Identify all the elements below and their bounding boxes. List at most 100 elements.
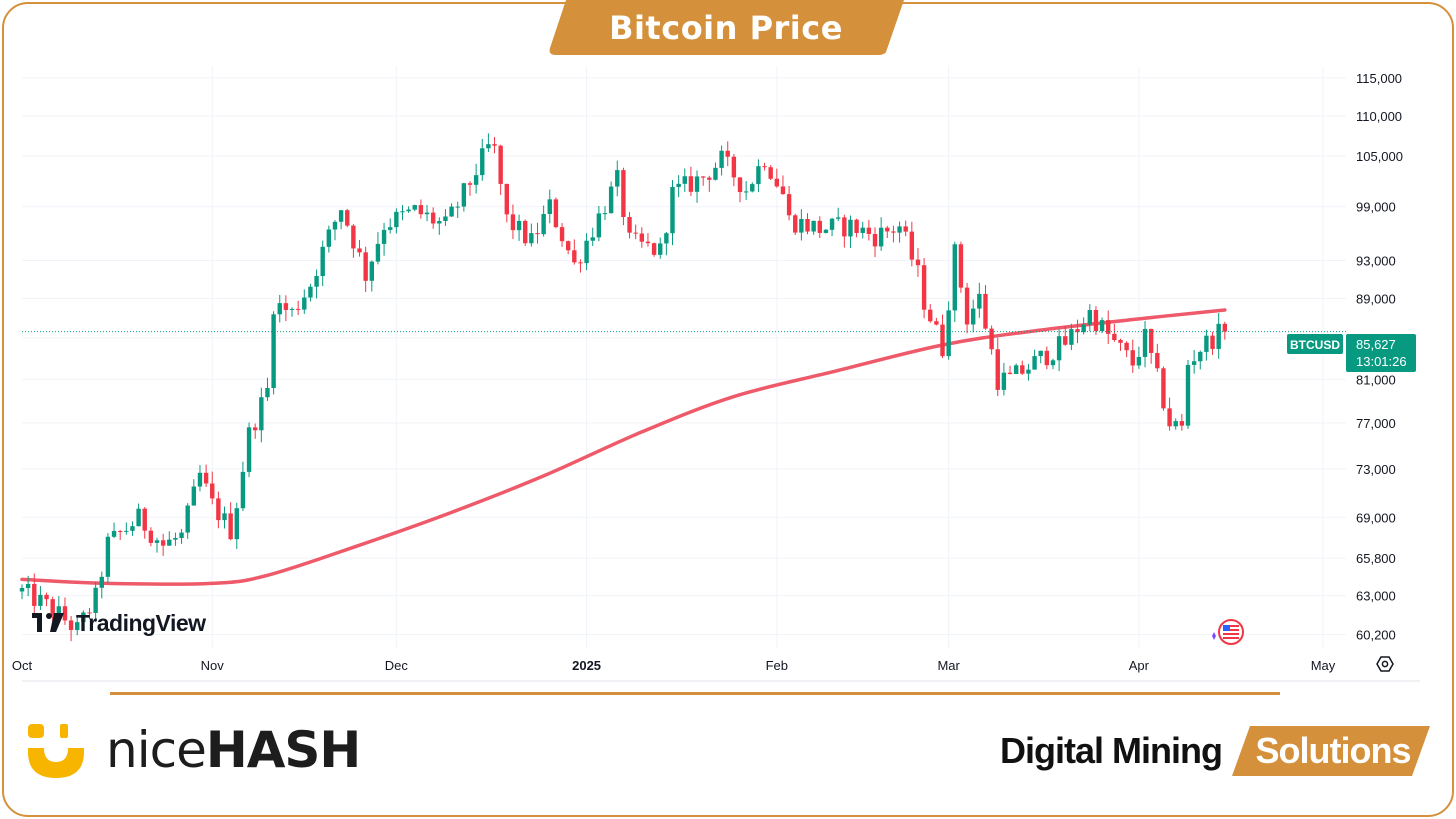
candle — [1032, 349, 1037, 370]
candle — [117, 529, 123, 541]
candle — [940, 314, 945, 359]
candle — [443, 209, 448, 226]
candle — [989, 325, 994, 355]
candle — [1222, 321, 1228, 340]
candle — [185, 503, 190, 539]
candle — [1093, 306, 1099, 335]
candle — [320, 240, 325, 287]
candle — [731, 154, 737, 187]
candle — [412, 204, 417, 212]
candle — [1106, 310, 1111, 344]
symbol-tag — [1287, 334, 1343, 354]
moving-average-layer — [20, 308, 1227, 586]
candle — [615, 160, 620, 197]
candle — [210, 471, 215, 505]
candle — [780, 175, 786, 195]
gear-icon[interactable] — [1376, 656, 1394, 672]
x-tick-label: Dec — [385, 658, 409, 673]
candle — [510, 204, 516, 239]
candle — [492, 136, 497, 154]
candle — [326, 225, 332, 253]
candle — [265, 377, 270, 401]
candle — [750, 182, 755, 193]
candle — [934, 317, 939, 326]
candle — [1087, 304, 1093, 332]
candle — [891, 225, 896, 243]
y-tick-label: 93,000 — [1356, 254, 1396, 269]
candle — [878, 217, 884, 251]
candle — [252, 423, 258, 439]
candle — [590, 227, 595, 247]
candle — [676, 175, 681, 198]
candle — [222, 506, 227, 529]
candle — [357, 240, 362, 257]
candle — [535, 222, 540, 244]
candle — [75, 617, 80, 636]
candle — [762, 162, 767, 171]
x-tick-label: Nov — [201, 658, 225, 673]
candle — [523, 219, 528, 246]
candle — [314, 269, 319, 299]
candle — [670, 179, 675, 246]
candle — [860, 221, 865, 239]
candle — [682, 168, 687, 192]
x-tick-label: Apr — [1129, 658, 1150, 673]
candle — [62, 597, 68, 625]
candle — [602, 206, 608, 221]
candle — [160, 533, 166, 556]
x-tick-label: Feb — [766, 658, 788, 673]
moving-average-line — [20, 308, 1227, 586]
candle — [1081, 317, 1086, 335]
candle — [1056, 329, 1062, 372]
candle — [308, 283, 313, 302]
candle — [93, 582, 98, 623]
candle — [584, 233, 589, 271]
candle — [1185, 359, 1191, 429]
candle — [1191, 350, 1197, 374]
candle — [406, 206, 411, 213]
candle — [437, 217, 442, 235]
candle — [289, 307, 295, 317]
tagline-badge-label: Solutions — [1255, 730, 1412, 771]
candle — [774, 168, 780, 188]
candle — [909, 221, 915, 267]
candle — [455, 201, 460, 218]
tradingview-logo-icon — [32, 613, 64, 632]
candle — [848, 215, 853, 249]
candle — [866, 219, 872, 241]
candle — [1001, 362, 1007, 396]
candle — [756, 159, 761, 193]
candle — [621, 167, 626, 226]
candle — [971, 299, 976, 333]
candle — [725, 141, 730, 167]
candle — [1050, 358, 1056, 370]
candle — [99, 571, 104, 599]
candle — [388, 218, 393, 234]
candle — [424, 205, 430, 222]
candle — [799, 209, 804, 241]
candle — [142, 507, 147, 539]
candle — [302, 289, 307, 314]
nicehash-wordmark-thin: nice — [106, 721, 207, 779]
candle — [38, 585, 43, 611]
candle — [363, 246, 368, 293]
candle — [1013, 363, 1019, 375]
candle — [1118, 338, 1123, 351]
candle — [559, 222, 565, 247]
y-tick-label: 105,000 — [1356, 149, 1403, 164]
symbol-tag-label: BTCUSD — [1290, 338, 1340, 352]
candle — [897, 221, 902, 243]
candle — [627, 212, 632, 239]
y-tick-label: 63,000 — [1356, 589, 1396, 604]
candle — [596, 205, 602, 242]
candle — [68, 616, 74, 642]
y-tick-label: 69,000 — [1356, 510, 1396, 525]
candle — [743, 181, 749, 200]
candle — [375, 232, 381, 265]
us-flag-icon[interactable] — [1212, 619, 1244, 645]
candle — [1179, 413, 1185, 431]
candle — [805, 213, 810, 235]
y-tick-label: 99,000 — [1356, 200, 1396, 215]
candle — [1173, 418, 1178, 430]
